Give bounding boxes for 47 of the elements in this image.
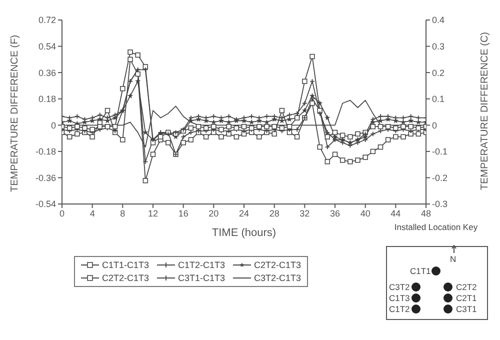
- y2-tick-label: -0.1: [432, 146, 448, 157]
- x-tick-label: 0: [59, 208, 65, 218]
- y-tick-label: 0.54: [38, 41, 56, 52]
- legend-label: C2T2-C1T3: [254, 260, 302, 270]
- x-tick-label: 40: [360, 208, 370, 218]
- y2-tick-label: 0.2: [432, 68, 445, 78]
- x-tick-label: 4: [90, 208, 95, 218]
- legend-label: C3T2-C1T3: [254, 273, 302, 283]
- y-tick-label: 0.18: [38, 94, 56, 104]
- y2-tick-label: 0.4: [432, 15, 445, 26]
- y2-axis-title: TEMPERATURE DIFFERENCE (C): [480, 32, 491, 190]
- x-tick-label: 36: [330, 208, 340, 218]
- y-tick-label: -0.36: [35, 172, 56, 183]
- x-tick-label: 16: [178, 208, 188, 218]
- y-axis-title: TEMPERATURE DIFFERENCE (F): [10, 34, 21, 192]
- text: N: [450, 254, 456, 264]
- y2-tick-label: 0.3: [432, 41, 445, 52]
- y2-tick-label: 0: [432, 120, 438, 130]
- x-tick-label: 24: [238, 208, 250, 218]
- x-axis-title: TIME (hours): [212, 227, 276, 239]
- y-tick-label: 0.36: [38, 68, 56, 78]
- y-tick-label: -0.54: [35, 199, 56, 210]
- legend-label: C2T2-C1T3: [102, 273, 150, 283]
- text: C1T1: [410, 266, 431, 276]
- x-tick-label: 44: [390, 208, 401, 218]
- y2-tick-label: -0.2: [432, 172, 448, 183]
- y2-tick-label: 0.1: [432, 94, 445, 104]
- text: C2T1: [456, 293, 477, 303]
- x-tick-label: 28: [269, 208, 280, 218]
- y-tick-label: 0.72: [38, 15, 56, 26]
- text: C3T1: [456, 304, 477, 314]
- legend-label: C1T2-C1T3: [178, 260, 226, 270]
- x-tick-label: 20: [208, 208, 219, 218]
- x-tick-label: 32: [300, 208, 310, 218]
- x-tick-label: 48: [420, 208, 432, 218]
- x-tick-label: 8: [120, 208, 126, 218]
- y-tick-label: -0.18: [35, 146, 56, 157]
- y-tick-label: 0: [50, 120, 56, 130]
- text: Installed Location Key: [393, 222, 479, 232]
- x-tick-label: 12: [148, 208, 158, 218]
- legend-label: C3T1-C1T3: [178, 273, 226, 283]
- text: C2T2: [456, 282, 477, 292]
- text: C3T2: [389, 282, 410, 292]
- y2-tick-label: -0.3: [432, 199, 448, 210]
- text: C1T2: [389, 304, 410, 314]
- text: C1T3: [389, 293, 410, 303]
- legend-label: C1T1-C1T3: [102, 260, 150, 270]
